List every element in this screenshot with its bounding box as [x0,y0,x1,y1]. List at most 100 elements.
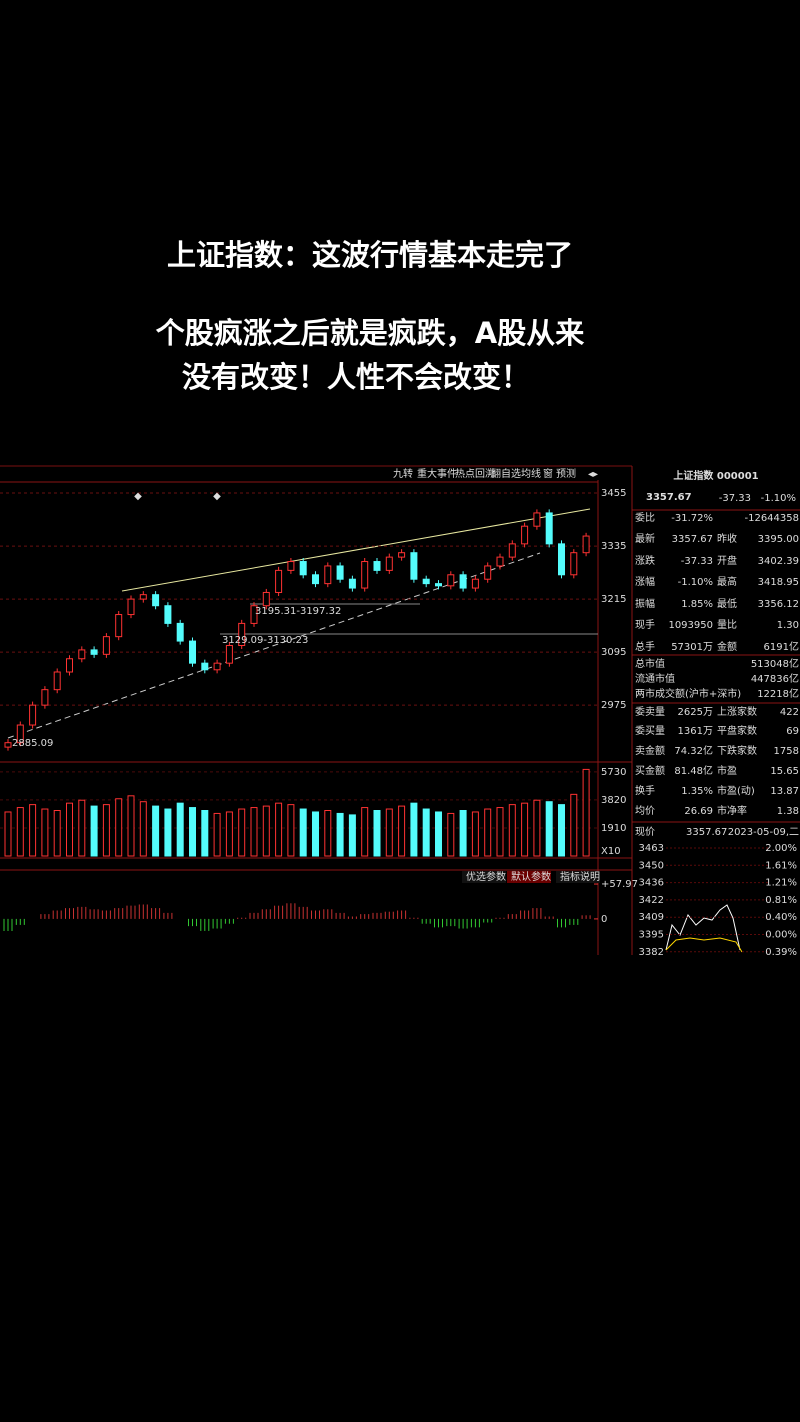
volume-bar [4,811,12,857]
macd-button-bg [556,871,600,883]
volume-bar [533,799,541,857]
volume-bar [422,808,430,857]
quote-value: 3357.67 [672,534,713,545]
volume-bar [164,808,172,857]
trend-line [7,552,541,739]
intraday-tick: 3422 [639,895,664,906]
volume-bar [115,798,123,857]
quote-label: 现手 [635,618,655,631]
volume-bar [238,808,246,857]
volume-bar [127,795,135,857]
annotation: 3129.09-3130.23 [222,635,308,646]
intraday-tick: 2.00% [765,843,797,854]
candle-body [398,552,406,558]
y-tick-label: 5730 [601,767,626,778]
volume-bar [484,808,492,857]
quote-label: 委卖量 [635,705,665,718]
quote-label: 最新 [635,532,655,545]
intraday-tick: 3382 [639,947,664,958]
volume-bar [225,811,233,857]
intraday-avg [665,937,743,953]
quote-label: 买金额 [635,764,665,777]
quote-label: 委比 [635,511,655,524]
candle-body [139,594,147,600]
candle-body [90,649,98,655]
toolbar-button[interactable]: 热点回溯 [455,467,495,480]
quote-value: -1.10% [678,577,713,588]
toolbar-button[interactable]: 窗 [543,467,553,480]
intraday-tick: 0.00% [765,930,797,941]
volume-bar [287,804,295,857]
quote-value: 1361万 [678,726,713,737]
quote-value: 1.30 [777,620,799,631]
y-tick-label: 3455 [601,488,626,499]
y-tick-label: 3215 [601,594,626,605]
toolbar-icon: ◂▸ [588,469,598,480]
toolbar-button[interactable]: 翻自选 [491,467,521,480]
toolbar-button[interactable]: 九转 [393,467,413,480]
quote-label: 涨跌 [635,554,655,567]
quote-value: 69 [786,726,799,737]
quote-label: 流通市值 [635,672,675,685]
volume-bar [90,805,98,857]
intraday-tick: 3463 [639,843,664,854]
candle-body [189,640,196,664]
candle-body [152,594,160,607]
volume-bar [275,802,283,857]
quote-value: 1.38 [777,806,799,817]
marker: ◆ [134,491,142,502]
candle-body [4,742,12,748]
toolbar-button[interactable]: 重大事件 [417,467,457,480]
candle-body [435,583,442,587]
volume-bar [189,807,196,857]
toolbar-button[interactable]: 预测 [556,467,576,480]
candle-body [558,543,565,576]
quote-label: 上涨家数 [717,705,757,718]
quote-percent: -1.10% [761,493,796,504]
quote-value: 57301万 [671,642,713,653]
intraday-line [665,904,741,951]
quote-label: 昨收 [717,532,737,545]
volume-bar [361,807,369,857]
quote-label: 最高 [717,575,737,588]
macd-button[interactable]: 优选参数 [466,870,506,883]
quote-label: 最低 [717,597,737,610]
quote-change: -37.33 [719,493,751,504]
macd-button-bg [462,871,506,883]
volume-bar [385,808,393,857]
intraday-tick: 1.61% [765,860,797,871]
quote-value: 422 [780,707,799,718]
volume-bar [545,801,553,857]
quote-label: 开盘 [717,554,737,567]
volume-bar [373,810,381,857]
quote-label: 平盘家数 [717,724,757,737]
volume-bar [78,799,86,857]
quote-label: 均价 [635,805,655,817]
intraday-tick: 0.39% [765,947,797,958]
multiplier-label: X10 [601,846,621,857]
volume-bar [262,805,270,857]
quote-value: 3395.00 [758,534,799,545]
quote-value: 81.48亿 [674,764,713,777]
macd-button[interactable]: 默认参数 [511,870,551,883]
toolbar-button[interactable]: 均线 [521,467,541,480]
volume-bar [348,814,356,857]
candle-body [447,574,455,587]
candle-body [570,552,578,576]
trend-line [121,508,591,592]
quote-value: -12644358 [744,513,799,524]
intraday-tick: 3409 [639,912,664,923]
intraday-tick: 0.81% [765,895,797,906]
volume-bar [152,805,160,857]
candle-body [484,565,492,580]
intraday-tick: 0.40% [765,912,797,923]
macd-button[interactable]: 指标说明 [560,870,600,883]
candle-body [41,689,49,706]
quote-label: 换手 [635,784,655,797]
volume-bar [16,807,24,857]
candle-body [471,578,479,589]
quote-label: 金额 [717,640,737,653]
macd-button-bg [507,871,551,883]
volume-bar [324,810,332,857]
candle-body [287,561,295,571]
